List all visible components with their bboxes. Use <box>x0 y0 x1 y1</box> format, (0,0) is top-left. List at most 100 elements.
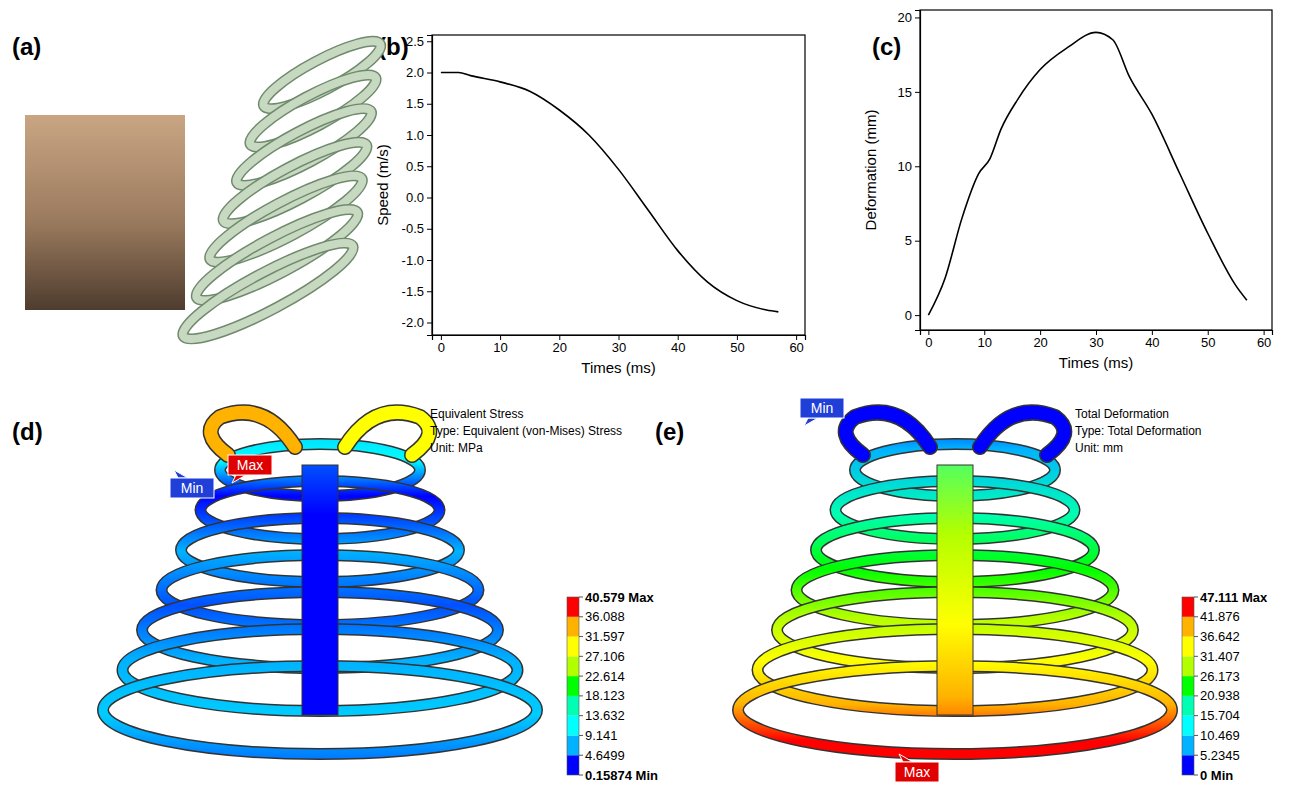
tick-mark <box>427 104 432 105</box>
plot-area <box>928 32 1246 315</box>
colorbar-band <box>567 617 579 637</box>
tick-mark <box>915 166 920 167</box>
first-rib <box>980 412 1064 455</box>
tick-label: 1.0 <box>406 128 424 143</box>
x-axis: 0102030405060 <box>921 330 1273 350</box>
y-axis: 2.52.01.51.00.50.0-0.5-1.0-1.5-2.0 <box>402 34 433 336</box>
x-axis-title: Times (ms) <box>1059 354 1133 371</box>
tick: -1.5 <box>402 284 432 299</box>
contour-panel: MaxMinEquivalent StressType: Equivalent … <box>103 407 658 783</box>
y-axis-title: Speed (m/s) <box>374 144 391 226</box>
sternum <box>937 465 973 715</box>
tick: 2.5 <box>406 34 432 49</box>
tick: 20 <box>898 10 920 25</box>
panel-a-illustration <box>25 31 387 353</box>
colorbar-label: 27.106 <box>585 649 625 664</box>
tick-label: -1.0 <box>402 253 424 268</box>
contour-title: Type: Total Deformation <box>1075 424 1202 438</box>
colorbar-tick <box>579 735 583 736</box>
tick-label: 2.5 <box>406 34 424 49</box>
colorbar-band <box>567 735 579 755</box>
flag-pointer <box>899 754 913 762</box>
x-axis-title: Times (ms) <box>581 359 655 376</box>
colorbar-tick <box>1194 715 1198 716</box>
tick: 40 <box>1145 330 1159 350</box>
tick-label: 15 <box>898 85 912 100</box>
tick: -2.0 <box>402 315 432 330</box>
tick-mark <box>427 291 432 292</box>
extreme-flag: Min <box>170 470 214 498</box>
colorbar-tick <box>1194 735 1198 736</box>
tick: 5 <box>905 233 920 248</box>
tick: 50 <box>730 335 744 355</box>
colorbar-band <box>567 637 579 657</box>
first-rib-outline <box>345 412 429 455</box>
y-axis-title: Deformation (mm) <box>862 110 879 231</box>
first-rib-outline <box>846 412 930 455</box>
colorbar-tick <box>1194 616 1198 617</box>
colorbar-tick <box>579 597 583 598</box>
tick-mark <box>427 135 432 136</box>
data-line <box>441 73 778 312</box>
tick-label: 0 <box>438 340 445 355</box>
panel-label: (e) <box>655 418 684 445</box>
tick: 15 <box>898 85 920 100</box>
extreme-flag: Max <box>228 455 272 483</box>
panel-label: (c) <box>872 33 901 60</box>
colorbar-band <box>567 676 579 696</box>
colorbar-band <box>567 696 579 716</box>
data-line <box>928 32 1246 315</box>
tick: 0 <box>438 335 445 355</box>
flag-pointer <box>232 475 246 483</box>
extreme-flag: Max <box>895 754 939 782</box>
colorbar-label: 41.876 <box>1200 609 1240 624</box>
colorbar-band <box>567 716 579 736</box>
tick-label: 20 <box>898 10 912 25</box>
tick-mark <box>427 260 432 261</box>
contour-title: Total Deformation <box>1075 407 1169 421</box>
contour-title: Unit: MPa <box>430 441 483 455</box>
tick: 10 <box>493 335 507 355</box>
tick-label: 50 <box>730 340 744 355</box>
tick-mark <box>915 315 920 316</box>
tick-label: 30 <box>1089 335 1103 350</box>
tick-label: 40 <box>1145 335 1159 350</box>
flag-label: Max <box>904 764 930 780</box>
first-rib-outline <box>211 412 295 455</box>
tick: 50 <box>1201 330 1215 350</box>
colorbar-band <box>1182 597 1194 617</box>
flag-label: Max <box>237 457 263 473</box>
flag-label: Min <box>811 400 834 416</box>
tick-label: 20 <box>1033 335 1047 350</box>
tick: 0 <box>925 330 932 350</box>
contour-title: Equivalent Stress <box>430 407 523 421</box>
colorbar-label: 15.704 <box>1200 708 1240 723</box>
tick: 0 <box>905 308 920 323</box>
tick: 10 <box>978 330 992 350</box>
colorbar-label: 36.642 <box>1200 629 1240 644</box>
colorbar-band <box>1182 696 1194 716</box>
line-chart: 010203040506005101520Times (ms)Deformati… <box>862 10 1273 371</box>
colorbar-tick <box>579 616 583 617</box>
flag-label: Min <box>181 480 204 496</box>
contour-title: Unit: mm <box>1075 441 1123 455</box>
tick: 0.5 <box>406 159 432 174</box>
plot-area <box>441 73 778 312</box>
tick-label: 0 <box>905 308 912 323</box>
flag-pointer <box>174 470 188 478</box>
colorbar-label: 31.407 <box>1200 649 1240 664</box>
plot-frame <box>920 10 1272 330</box>
colorbar-label: 22.614 <box>585 669 625 684</box>
tick-label: 0.5 <box>406 159 424 174</box>
colorbar-frame <box>567 597 579 775</box>
colorbar-tick <box>1194 636 1198 637</box>
flag-box <box>895 762 939 782</box>
colorbar-band <box>1182 755 1194 775</box>
tick-label: 40 <box>671 340 685 355</box>
tick-mark <box>427 198 432 199</box>
impactor <box>25 115 185 310</box>
flag-box <box>228 455 272 475</box>
panel-label: (a) <box>12 33 41 60</box>
x-axis: 0102030405060 <box>433 335 806 355</box>
colorbar-band <box>1182 617 1194 637</box>
